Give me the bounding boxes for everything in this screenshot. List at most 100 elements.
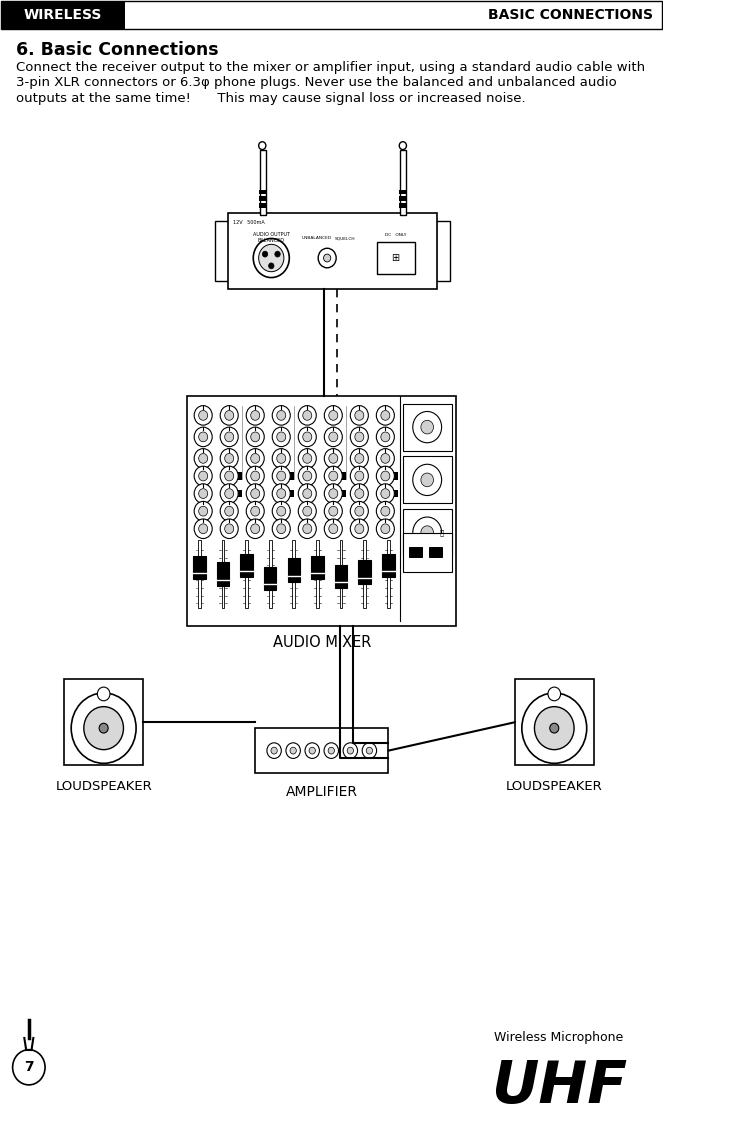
Circle shape [298, 501, 316, 520]
Circle shape [347, 747, 353, 754]
Circle shape [199, 524, 208, 534]
Circle shape [302, 410, 312, 420]
Circle shape [298, 483, 316, 504]
Circle shape [298, 466, 316, 486]
Circle shape [251, 506, 260, 516]
Bar [260, 149, 266, 215]
Circle shape [381, 432, 390, 442]
Text: DC   ONLY: DC ONLY [385, 233, 406, 236]
Circle shape [305, 743, 319, 759]
Circle shape [277, 453, 286, 463]
Text: LOUDSPEAKER: LOUDSPEAKER [55, 780, 152, 792]
Circle shape [258, 142, 266, 149]
Bar [394, 490, 398, 498]
Circle shape [350, 427, 368, 446]
Circle shape [224, 410, 234, 420]
Bar [403, 456, 451, 504]
Circle shape [350, 406, 368, 425]
Circle shape [247, 483, 264, 504]
Bar [394, 472, 398, 480]
Bar [400, 149, 406, 215]
Circle shape [298, 427, 316, 446]
Circle shape [194, 519, 212, 538]
Circle shape [329, 432, 338, 442]
Circle shape [325, 466, 342, 486]
Circle shape [329, 471, 338, 481]
Circle shape [199, 410, 208, 420]
Circle shape [325, 406, 342, 425]
Text: WIRELESS: WIRELESS [24, 8, 102, 22]
Bar [364, 541, 366, 608]
Bar [399, 197, 407, 201]
Bar [403, 404, 451, 451]
Circle shape [258, 244, 284, 272]
Circle shape [251, 453, 260, 463]
Bar [399, 190, 407, 194]
Circle shape [325, 427, 342, 446]
Bar [258, 203, 266, 208]
Bar [399, 203, 407, 208]
Circle shape [381, 506, 390, 516]
Circle shape [224, 489, 234, 498]
Circle shape [302, 432, 312, 442]
Bar [1, 1, 125, 29]
Bar [255, 728, 389, 773]
Bar [245, 541, 248, 608]
Bar [316, 541, 319, 608]
Circle shape [99, 723, 108, 733]
Circle shape [275, 251, 280, 257]
Circle shape [325, 501, 342, 520]
Circle shape [381, 489, 390, 498]
Circle shape [277, 524, 286, 534]
Circle shape [84, 707, 124, 750]
Circle shape [522, 694, 587, 763]
Text: 3-pin XLR connectors or 6.3φ phone plugs. Never use the balanced and unbalanced : 3-pin XLR connectors or 6.3φ phone plugs… [16, 76, 617, 89]
Circle shape [251, 489, 260, 498]
Circle shape [267, 743, 281, 759]
Text: UNBALANCED: UNBALANCED [301, 236, 331, 241]
Circle shape [421, 473, 434, 487]
Circle shape [220, 501, 238, 520]
Circle shape [298, 448, 316, 469]
Circle shape [367, 747, 372, 754]
Text: 🎧: 🎧 [439, 529, 444, 536]
Circle shape [220, 448, 238, 469]
Bar [216, 221, 229, 281]
Circle shape [325, 448, 342, 469]
Bar [403, 509, 451, 556]
Circle shape [548, 687, 561, 700]
Circle shape [381, 471, 390, 481]
Circle shape [272, 406, 290, 425]
Text: LOUDSPEAKER: LOUDSPEAKER [506, 780, 603, 792]
Text: BASIC CONNECTIONS: BASIC CONNECTIONS [489, 8, 654, 22]
Circle shape [247, 427, 264, 446]
Circle shape [224, 471, 234, 481]
Circle shape [350, 483, 368, 504]
Circle shape [376, 483, 394, 504]
Circle shape [220, 427, 238, 446]
Circle shape [286, 743, 300, 759]
Circle shape [247, 501, 264, 520]
Circle shape [194, 406, 212, 425]
Bar [222, 541, 224, 608]
Circle shape [302, 524, 312, 534]
Circle shape [550, 723, 559, 733]
Circle shape [251, 471, 260, 481]
Circle shape [253, 238, 289, 278]
Circle shape [376, 466, 394, 486]
Bar [198, 541, 201, 608]
Circle shape [272, 466, 290, 486]
Bar [311, 556, 324, 579]
Circle shape [277, 471, 286, 481]
Circle shape [355, 410, 364, 420]
Circle shape [262, 251, 268, 257]
Text: AUDIO MIXER: AUDIO MIXER [272, 635, 371, 651]
Circle shape [376, 501, 394, 520]
Text: Wireless Microphone: Wireless Microphone [494, 1031, 623, 1044]
Text: AUDIO OUTPUT: AUDIO OUTPUT [252, 232, 290, 237]
Bar [335, 564, 347, 588]
Circle shape [271, 747, 277, 754]
Circle shape [220, 466, 238, 486]
Circle shape [302, 489, 312, 498]
Bar [216, 562, 229, 586]
